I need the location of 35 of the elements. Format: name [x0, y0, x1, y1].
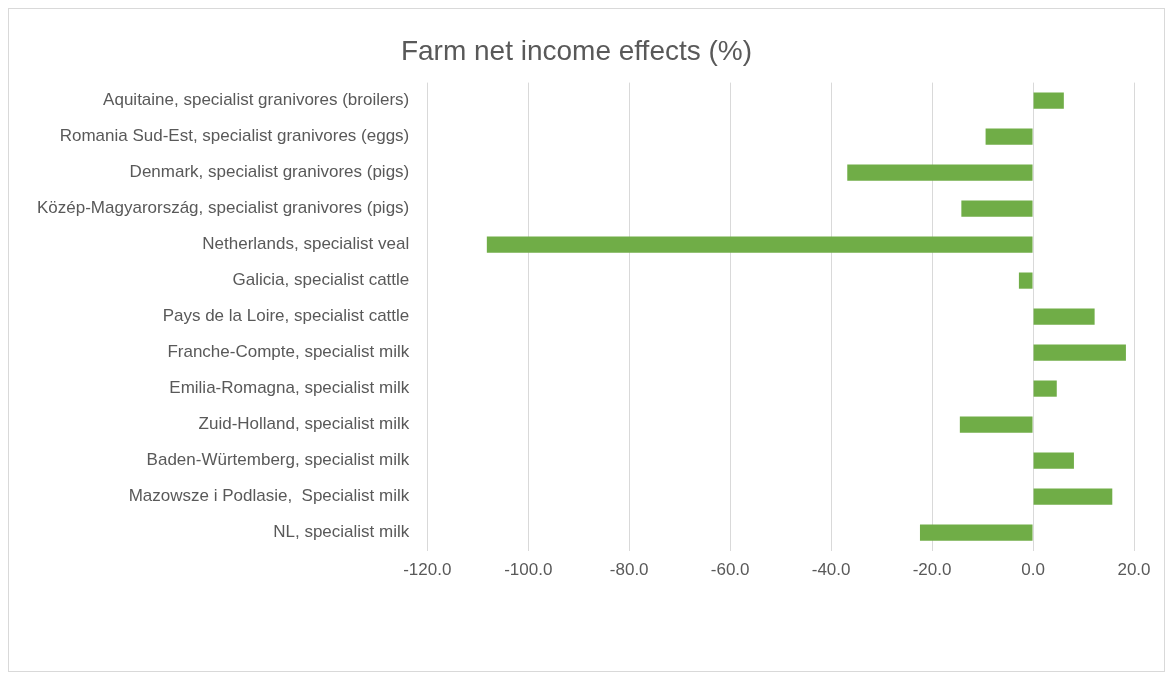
- y-tick-label: Romania Sud-Est, specialist granivores (eggs): [59, 126, 410, 146]
- bar: [959, 416, 1033, 433]
- y-tick-label: Pays de la Loire, specialist cattle: [162, 306, 410, 326]
- bar: [847, 164, 1033, 181]
- x-tick-label: 0.0: [1021, 560, 1045, 580]
- y-tick-label: Netherlands, specialist veal: [202, 234, 410, 254]
- y-tick-label: NL, specialist milk: [273, 522, 410, 542]
- y-tick-label: Galicia, specialist cattle: [232, 270, 410, 290]
- x-tick-label: 20.0: [1117, 560, 1151, 580]
- y-tick-label: Emilia-Romagna, specialist milk: [169, 378, 410, 398]
- y-tick-label: Aquitaine, specialist granivores (broilers): [103, 90, 410, 110]
- bar: [1033, 92, 1064, 109]
- bar: [1018, 272, 1033, 289]
- y-tick-label: Zuid-Holland, specialist milk: [198, 414, 410, 434]
- bar: [1033, 488, 1113, 505]
- chart-title: Farm net income effects (%): [400, 34, 753, 66]
- y-tick-label: Franche-Compte, specialist milk: [167, 342, 410, 362]
- y-tick-label: Denmark, specialist granivores (pigs): [129, 162, 410, 182]
- bar: [1033, 380, 1057, 397]
- bar: [919, 524, 1033, 541]
- x-tick-label: -20.0: [912, 560, 952, 580]
- x-tick-label: -40.0: [811, 560, 851, 580]
- bar: [1033, 452, 1074, 469]
- x-tick-label: -120.0: [403, 560, 452, 580]
- bar: [486, 236, 1033, 253]
- x-tick-label: -60.0: [710, 560, 750, 580]
- bar: [985, 128, 1033, 145]
- bar: [1033, 344, 1126, 361]
- bar: [961, 200, 1033, 217]
- y-tick-label: Baden-Würtemberg, specialist milk: [146, 450, 410, 470]
- x-tick-label: -80.0: [609, 560, 649, 580]
- x-tick-label: -100.0: [504, 560, 553, 580]
- bar: [1033, 308, 1095, 325]
- y-tick-label: Mazowsze i Podlasie, Specialist milk: [128, 486, 410, 506]
- y-tick-label: Közép-Magyarország, specialist granivores (pigs): [37, 198, 410, 218]
